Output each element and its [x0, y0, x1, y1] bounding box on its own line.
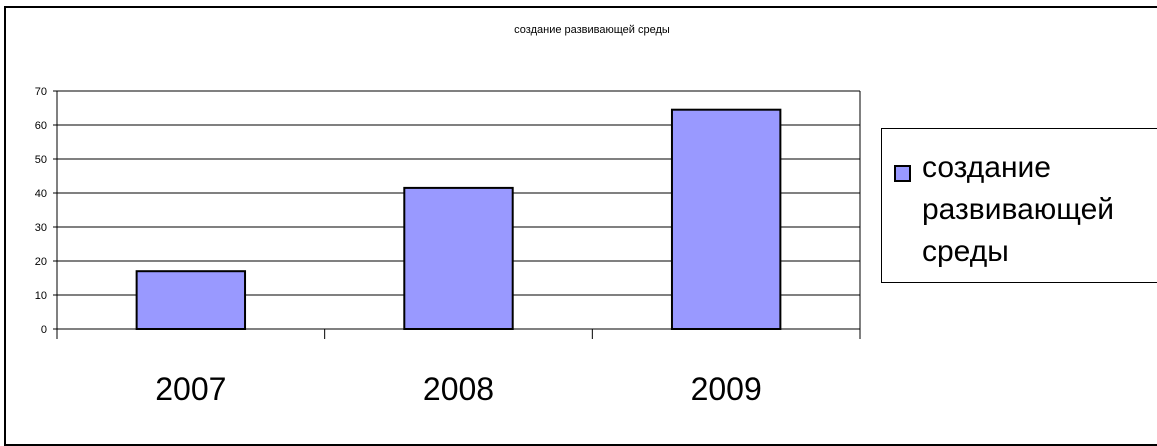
- y-tick-label: 20: [35, 256, 47, 268]
- x-tick-label: 2007: [155, 371, 226, 407]
- bar-2008: [403, 186, 514, 330]
- x-tick-label: 2009: [691, 371, 762, 407]
- y-tick-label: 60: [35, 120, 47, 132]
- legend: создание развивающей среды: [881, 128, 1157, 283]
- y-tick-label: 30: [35, 222, 47, 234]
- y-tick-label: 10: [35, 290, 47, 302]
- legend-label: создание развивающей среды: [922, 151, 1115, 268]
- chart-plot: 0 10 20 30 40 50 60 70 2007 2008 2009: [35, 86, 861, 407]
- y-tick-label: 70: [35, 86, 47, 98]
- y-tick-label: 40: [35, 188, 47, 200]
- bars: [135, 108, 782, 331]
- x-tick-label: 2008: [423, 371, 494, 407]
- tick-labels: 0 10 20 30 40 50 60 70 2007 2008 2009: [35, 86, 762, 407]
- axes: [53, 90, 861, 339]
- y-tick-label: 50: [35, 154, 47, 166]
- bar-2009: [670, 108, 782, 330]
- legend-swatch: [894, 165, 911, 182]
- bar-2007: [135, 270, 247, 331]
- chart-title: создание развивающей среды: [514, 24, 670, 36]
- y-tick-label: 0: [41, 324, 47, 336]
